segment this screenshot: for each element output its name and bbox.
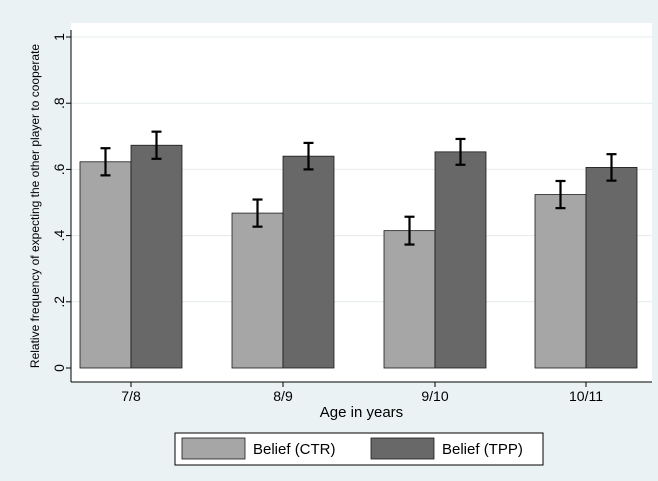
x-tick-label: 8/9 <box>273 388 293 404</box>
legend: Belief (CTR) Belief (TPP) <box>174 432 544 466</box>
bar <box>79 161 132 369</box>
legend-label: Belief (TPP) <box>442 441 523 458</box>
error-bars <box>100 130 617 246</box>
bar <box>434 151 487 369</box>
x-tick-label: 7/8 <box>121 388 141 404</box>
bar <box>282 155 335 369</box>
x-axis-title: Age in years <box>320 404 403 421</box>
x-tick-label: 10/11 <box>569 388 603 404</box>
bar <box>534 194 587 369</box>
bar <box>585 167 638 369</box>
bar <box>231 212 284 369</box>
legend-swatch <box>181 437 246 460</box>
legend-swatch <box>370 437 435 460</box>
bars <box>79 144 638 369</box>
x-tick-label: 9/10 <box>421 388 448 404</box>
legend-label: Belief (CTR) <box>253 441 336 458</box>
axes: 0 .2 .4 .6 .8 1 7/8 8/9 9/10 10/11 <box>51 30 652 404</box>
y-tick-label: .4 <box>51 230 67 242</box>
bar <box>130 144 183 369</box>
y-tick-label: 0 <box>51 364 67 372</box>
y-axis-title: Relative frequency of expecting the othe… <box>28 44 42 369</box>
y-tick-label: .2 <box>51 296 67 308</box>
y-tick-label: .8 <box>51 97 67 109</box>
y-tick-label: 1 <box>51 33 67 41</box>
bar <box>383 230 436 369</box>
y-tick-label: .6 <box>51 163 67 175</box>
